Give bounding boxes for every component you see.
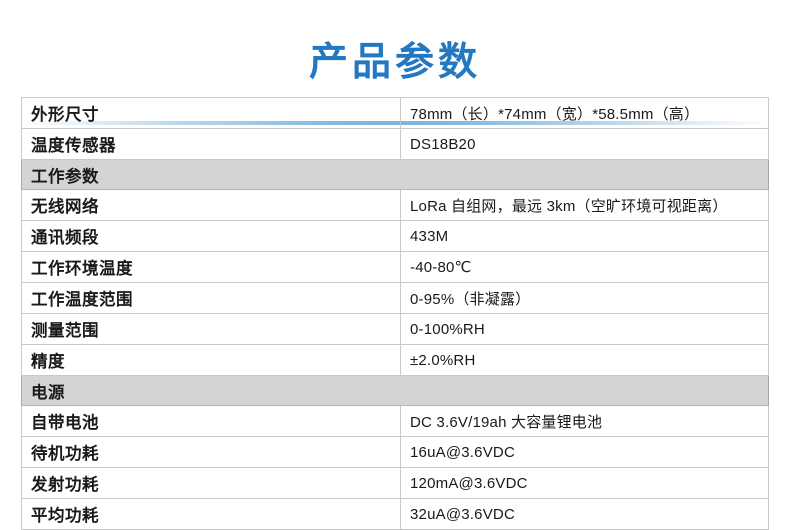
spec-table-row: 外形尺寸 78mm（长）*74mm（宽）*58.5mm（高）	[21, 97, 769, 129]
spec-table-row: 自带电池 DC 3.6V/19ah 大容量锂电池	[21, 405, 769, 437]
spec-label-cell: 外形尺寸	[21, 97, 401, 129]
spec-section-row: 电源	[21, 375, 769, 406]
spec-label-cell: 发射功耗	[21, 467, 401, 499]
spec-value-cell: 433M	[400, 220, 769, 252]
spec-table-row: 工作环境温度 -40-80℃	[21, 251, 769, 283]
spec-label-cell: 待机功耗	[21, 436, 401, 468]
title-block: 产品参数	[0, 0, 790, 112]
spec-table-row: 无线网络 LoRa 自组网，最远 3km（空旷环境可视距离）	[21, 189, 769, 221]
spec-label-cell: 测量范围	[21, 313, 401, 345]
spec-label-cell: 无线网络	[21, 189, 401, 221]
spec-label-cell: 温度传感器	[21, 128, 401, 160]
spec-value-cell: DS18B20	[400, 128, 769, 160]
spec-section-label: 电源	[21, 375, 769, 406]
spec-value-cell: 0-100%RH	[400, 313, 769, 345]
product-spec-table: 外形尺寸 78mm（长）*74mm（宽）*58.5mm（高） 温度传感器 DS18B2…	[21, 97, 769, 530]
spec-label-cell: 平均功耗	[21, 498, 401, 530]
spec-label-cell: 工作温度范围	[21, 282, 401, 314]
spec-value-cell: 78mm（长）*74mm（宽）*58.5mm（高）	[400, 97, 769, 129]
spec-label-cell: 工作环境温度	[21, 251, 401, 283]
spec-value-cell: ±2.0%RH	[400, 344, 769, 376]
spec-value-cell: DC 3.6V/19ah 大容量锂电池	[400, 405, 769, 437]
spec-table-row: 待机功耗 16uA@3.6VDC	[21, 436, 769, 468]
spec-value-cell: 16uA@3.6VDC	[400, 436, 769, 468]
spec-section-label: 工作参数	[21, 159, 769, 190]
spec-table-body: 外形尺寸 78mm（长）*74mm（宽）*58.5mm（高） 温度传感器 DS18B2…	[21, 97, 769, 530]
spec-table-row: 平均功耗 32uA@3.6VDC	[21, 498, 769, 530]
spec-value-cell: 0-95%（非凝露）	[400, 282, 769, 314]
spec-value-cell: 32uA@3.6VDC	[400, 498, 769, 530]
spec-value-cell: -40-80℃	[400, 251, 769, 283]
spec-table-row: 通讯频段 433M	[21, 220, 769, 252]
spec-section-row: 工作参数	[21, 159, 769, 190]
spec-value-cell: LoRa 自组网，最远 3km（空旷环境可视距离）	[400, 189, 769, 221]
spec-table-row: 工作温度范围 0-95%（非凝露）	[21, 282, 769, 314]
spec-table-container: 外形尺寸 78mm（长）*74mm（宽）*58.5mm（高） 温度传感器 DS18B2…	[21, 97, 769, 530]
spec-value-cell: 120mA@3.6VDC	[400, 467, 769, 499]
spec-label-cell: 精度	[21, 344, 401, 376]
spec-table-row: 发射功耗 120mA@3.6VDC	[21, 467, 769, 499]
spec-label-cell: 自带电池	[21, 405, 401, 437]
spec-table-row: 测量范围 0-100%RH	[21, 313, 769, 345]
spec-table-row: 精度 ±2.0%RH	[21, 344, 769, 376]
spec-label-cell: 通讯频段	[21, 220, 401, 252]
page-title: 产品参数	[308, 41, 481, 85]
spec-table-row: 温度传感器 DS18B20	[21, 128, 769, 160]
